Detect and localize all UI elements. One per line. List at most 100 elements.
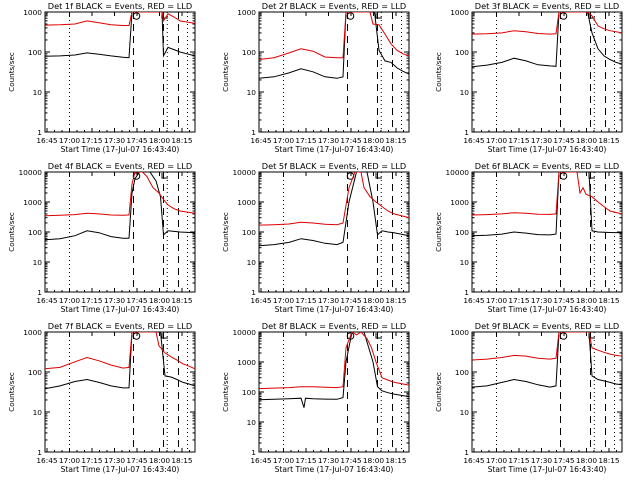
x-axis-label: Start Time (17-Jul-07 16:43:40) [275, 145, 394, 154]
panel-title: Det 3f BLACK = Events, RED = LLD [475, 1, 619, 11]
x-tick-label: 17:45 [553, 296, 575, 305]
x-tick-label: 17:30 [531, 456, 553, 465]
y-tick-label: 10 [33, 408, 43, 417]
y-tick-label: 1000 [237, 198, 256, 207]
y-tick-label: 1 [37, 128, 42, 137]
y-tick-label: 10000 [18, 168, 42, 177]
y-tick-label: 10 [460, 258, 470, 267]
y-tick-label: 1 [251, 448, 256, 457]
y-tick-label: 100 [455, 48, 469, 57]
y-tick-label: 1 [37, 288, 42, 297]
y-tick-label: 1 [464, 448, 469, 457]
panel-title: Det 9f BLACK = Events, RED = LLD [475, 321, 619, 331]
events-series-line [259, 332, 409, 408]
events-series-line [45, 332, 195, 390]
y-tick-label: 1000 [450, 198, 469, 207]
panel-title: Det 6f BLACK = Events, RED = LLD [475, 161, 619, 171]
plot-frame [44, 171, 196, 293]
panel-title: Det 2f BLACK = Events, RED = LLD [262, 1, 406, 11]
x-tick-label: 18:00 [363, 296, 385, 305]
y-axis-label: Counts/sec [221, 212, 230, 252]
y-tick-label: 1 [464, 288, 469, 297]
x-tick-label: 18:15 [171, 136, 193, 145]
x-tick-label: 17:00 [486, 456, 508, 465]
events-series-line [472, 332, 622, 388]
y-tick-label: 100 [242, 228, 256, 237]
panel-title: Det 4f BLACK = Events, RED = LLD [48, 161, 192, 171]
plot-frame [44, 11, 196, 133]
x-tick-label: 17:45 [126, 456, 148, 465]
x-tick-label: 17:15 [295, 136, 317, 145]
lld-series-line [472, 12, 622, 35]
x-tick-label: 17:15 [508, 296, 530, 305]
x-axis-label: Start Time (17-Jul-07 16:43:40) [61, 305, 180, 314]
lld-series-line [45, 12, 195, 26]
x-axis-label: Start Time (17-Jul-07 16:43:40) [61, 465, 180, 474]
x-tick-label: 17:45 [340, 136, 362, 145]
x-tick-label: 18:00 [149, 296, 171, 305]
panel-title: Det 8f BLACK = Events, RED = LLD [262, 321, 406, 331]
y-tick-label: 100 [28, 368, 42, 377]
y-tick-label: 10 [247, 418, 257, 427]
x-tick-label: 18:15 [598, 296, 620, 305]
y-tick-label: 1000 [237, 8, 256, 17]
flag-icon [375, 173, 382, 179]
flag-icon [375, 13, 382, 19]
panel-title: Det 1f BLACK = Events, RED = LLD [48, 1, 192, 11]
lld-series-line [472, 332, 622, 361]
y-tick-label: 100 [28, 48, 42, 57]
detector-panel-1: Det 1f BLACK = Events, RED = LLD 16:45 17:… [7, 1, 196, 154]
panel-title: Det 5f BLACK = Events, RED = LLD [262, 161, 406, 171]
x-tick-label: 17:00 [273, 136, 295, 145]
detector-panel-4: Det 4f BLACK = Events, RED = LLD 16:45 17:… [7, 161, 196, 314]
y-axis-label: Counts/sec [221, 372, 230, 412]
x-tick-label: 17:15 [508, 136, 530, 145]
y-tick-label: 10 [247, 258, 257, 267]
x-tick-label: 18:15 [385, 456, 407, 465]
x-tick-label: 18:15 [385, 136, 407, 145]
x-tick-label: 16:45 [36, 136, 58, 145]
flag-icon [375, 333, 382, 339]
lld-series-line [259, 332, 409, 390]
x-tick-label: 17:30 [104, 136, 126, 145]
x-tick-label: 17:00 [486, 136, 508, 145]
x-tick-label: 16:45 [36, 456, 58, 465]
x-tick-label: 16:45 [250, 296, 272, 305]
x-tick-label: 17:30 [318, 456, 340, 465]
x-tick-label: 18:15 [598, 456, 620, 465]
lld-series-line [45, 332, 195, 370]
x-axis-label: Start Time (17-Jul-07 16:43:40) [488, 145, 607, 154]
y-tick-label: 1 [37, 448, 42, 457]
y-tick-label: 100 [242, 388, 256, 397]
lld-series-line [472, 172, 622, 216]
x-tick-label: 16:45 [250, 456, 272, 465]
y-axis-label: Counts/sec [7, 212, 16, 252]
x-tick-label: 18:00 [149, 136, 171, 145]
y-tick-label: 1000 [450, 8, 469, 17]
detector-panel-7: Det 7f BLACK = Events, RED = LLD 16:45 17:… [7, 321, 196, 474]
panel-title: Det 7f BLACK = Events, RED = LLD [48, 321, 192, 331]
x-tick-label: 17:00 [273, 296, 295, 305]
y-axis-label: Counts/sec [434, 372, 443, 412]
y-tick-label: 10 [247, 88, 257, 97]
x-tick-label: 16:45 [463, 296, 485, 305]
x-tick-label: 17:45 [126, 296, 148, 305]
flag-icon [588, 173, 595, 179]
events-series-line [259, 172, 409, 247]
x-tick-label: 17:30 [318, 136, 340, 145]
y-tick-label: 1000 [450, 328, 469, 337]
x-axis-label: Start Time (17-Jul-07 16:43:40) [488, 465, 607, 474]
x-tick-label: 17:45 [340, 296, 362, 305]
plot-frame [44, 331, 196, 453]
y-tick-label: 100 [28, 228, 42, 237]
x-tick-label: 16:45 [36, 296, 58, 305]
x-tick-label: 18:15 [171, 456, 193, 465]
y-tick-label: 10000 [232, 168, 256, 177]
y-axis-label: Counts/sec [7, 372, 16, 412]
x-tick-label: 17:15 [295, 456, 317, 465]
x-tick-label: 18:00 [363, 136, 385, 145]
x-tick-label: 18:00 [363, 456, 385, 465]
